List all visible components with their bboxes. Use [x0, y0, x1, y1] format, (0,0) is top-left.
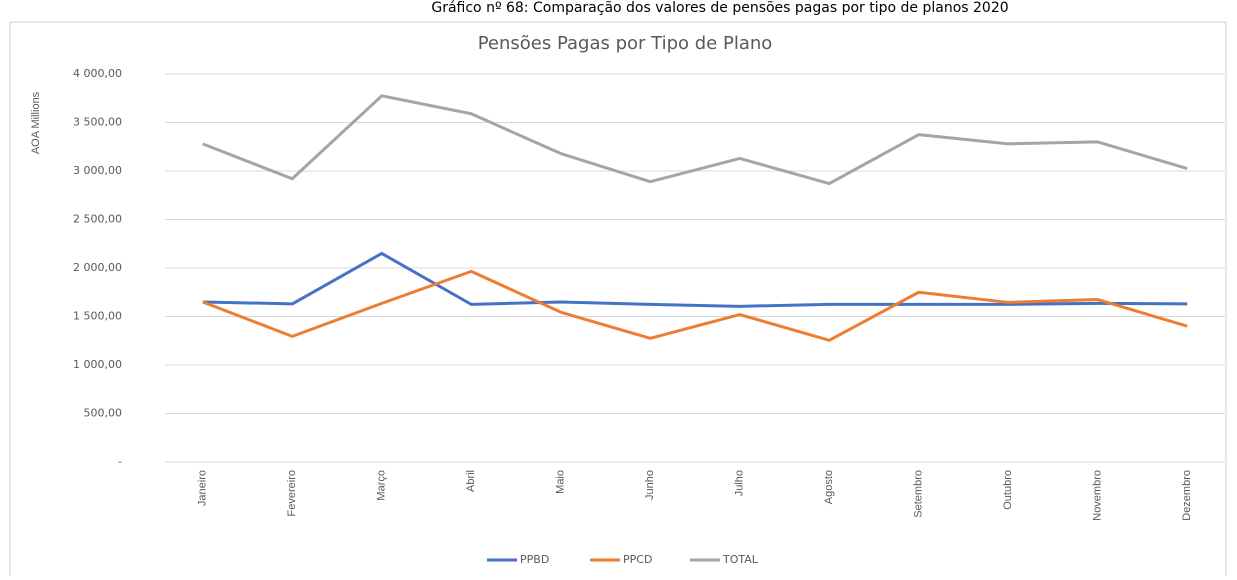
- x-tick-label: Abril: [465, 470, 477, 492]
- chart-title: Pensões Pagas por Tipo de Plano: [478, 33, 773, 54]
- y-tick-label: 4 000,00: [73, 67, 122, 80]
- x-tick-label: Dezembro: [1181, 470, 1193, 521]
- x-tick-label: Setembro: [913, 470, 925, 518]
- y-tick-label: 2 500,00: [73, 213, 122, 226]
- legend-label: PPCD: [623, 553, 652, 566]
- y-tick-label: 2 000,00: [73, 261, 122, 274]
- series-line: [202, 251, 1188, 308]
- y-tick-label: 1 000,00: [73, 358, 122, 371]
- x-tick-label: Março: [376, 470, 388, 501]
- series-line: [202, 94, 1188, 186]
- x-tick-label: Janeiro: [197, 470, 209, 506]
- y-tick-label: 3 500,00: [73, 116, 122, 129]
- x-tick-label: Outubro: [1002, 470, 1014, 510]
- caption: Gráfico nº 68: Comparação dos valores de…: [431, 0, 1008, 16]
- x-tick-label: Maio: [555, 470, 567, 494]
- chart-border: [9, 21, 1227, 580]
- x-tick-label: Fevereiro: [286, 470, 298, 516]
- x-tick-label: Novembro: [1092, 470, 1104, 521]
- legend-label: PPBD: [520, 553, 549, 566]
- y-tick-label: -: [118, 455, 122, 468]
- y-tick-label: 500,00: [84, 407, 123, 420]
- legend-label: TOTAL: [722, 553, 759, 566]
- y-tick-label: 3 000,00: [73, 164, 122, 177]
- y-axis-label: AOA Millions: [30, 91, 42, 154]
- x-tick-label: Agosto: [823, 470, 835, 504]
- series-line: [202, 269, 1188, 342]
- x-tick-label: Julho: [734, 470, 746, 496]
- x-tick-label: Junho: [644, 470, 656, 500]
- y-tick-label: 1 500,00: [73, 310, 122, 323]
